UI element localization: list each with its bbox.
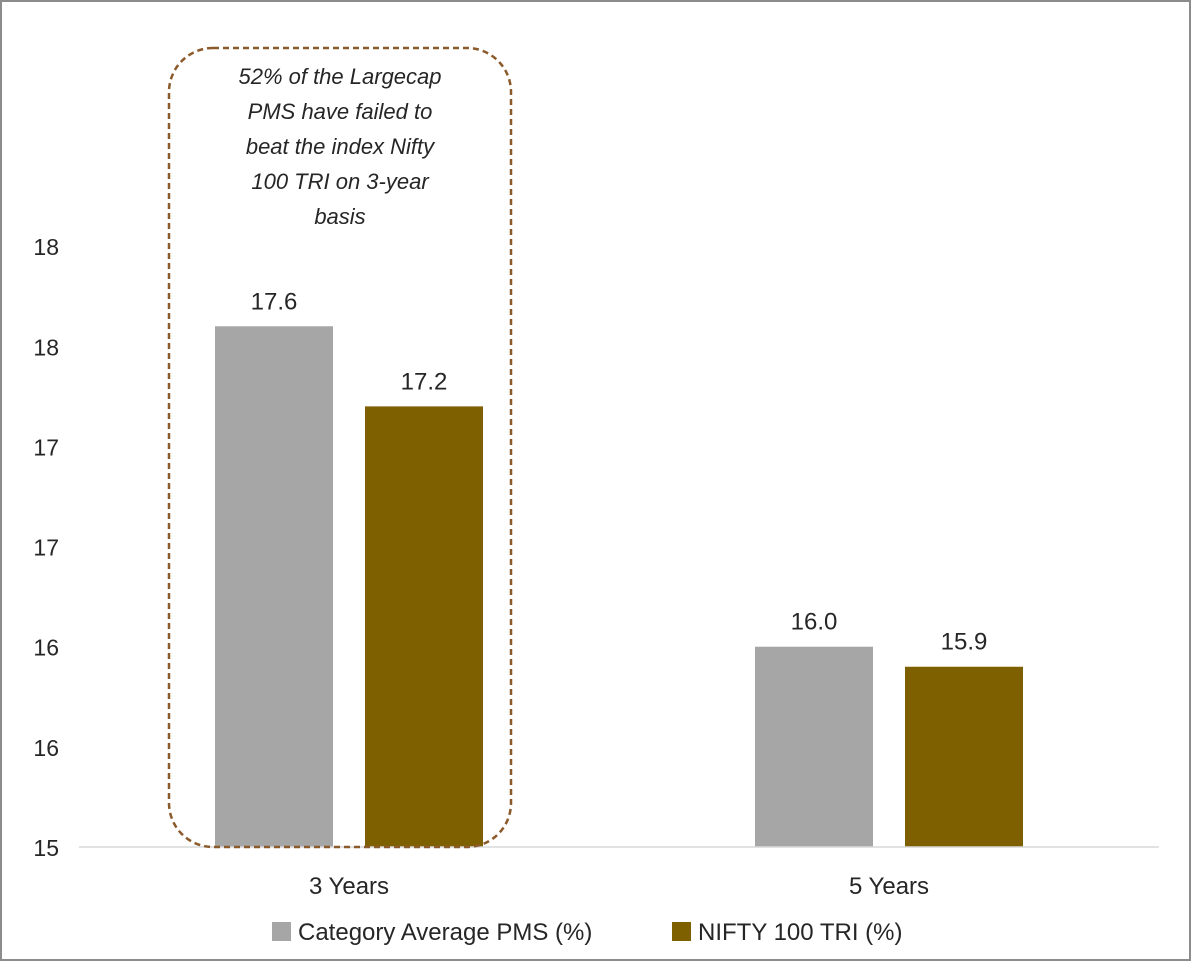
y-tick-label: 18 <box>33 234 59 260</box>
data-label: 17.2 <box>401 368 448 395</box>
x-tick-label: 3 Years <box>309 873 389 900</box>
x-axis-ticks: 3 Years 5 Years <box>309 873 929 900</box>
legend-swatch <box>672 922 691 941</box>
y-tick-label: 17 <box>33 434 59 460</box>
bars <box>215 326 1023 847</box>
annotation-callout: 52% of the Largecap PMS have failed to bea… <box>167 46 513 849</box>
legend-label: NIFTY 100 TRI (%) <box>698 919 903 946</box>
legend-swatch <box>272 922 291 941</box>
data-label: 15.9 <box>941 629 988 656</box>
bar-category-average-pms-3-years <box>215 326 333 847</box>
bar-nifty-100-tri-5-years <box>905 666 1023 847</box>
legend-label: Category Average PMS (%) <box>298 919 592 946</box>
data-label: 16.0 <box>791 609 838 636</box>
data-label: 17.6 <box>251 288 298 315</box>
bar-nifty-100-tri-3-years <box>365 406 483 847</box>
y-tick-label: 15 <box>33 835 59 861</box>
legend: Category Average PMS (%) NIFTY 100 TRI (%… <box>272 919 903 946</box>
annotation-border <box>167 46 513 849</box>
y-axis-ticks: 15 16 16 17 17 18 18 <box>33 234 59 861</box>
annotation-text-line: 100 TRI on 3-year <box>251 169 430 194</box>
annotation-text-line: PMS have failed to <box>248 99 433 124</box>
y-tick-label: 17 <box>33 535 59 561</box>
annotation-text-line: beat the index Nifty <box>246 134 436 159</box>
y-tick-label: 18 <box>33 334 59 360</box>
y-tick-label: 16 <box>33 735 59 761</box>
x-tick-label: 5 Years <box>849 873 929 900</box>
annotation-text-line: basis <box>314 204 365 229</box>
y-tick-label: 16 <box>33 635 59 661</box>
data-labels: 17.6 17.2 16.0 15.9 <box>251 288 988 655</box>
annotation-text-line: 52% of the Largecap <box>238 64 441 89</box>
bar-category-average-pms-5-years <box>755 646 873 847</box>
